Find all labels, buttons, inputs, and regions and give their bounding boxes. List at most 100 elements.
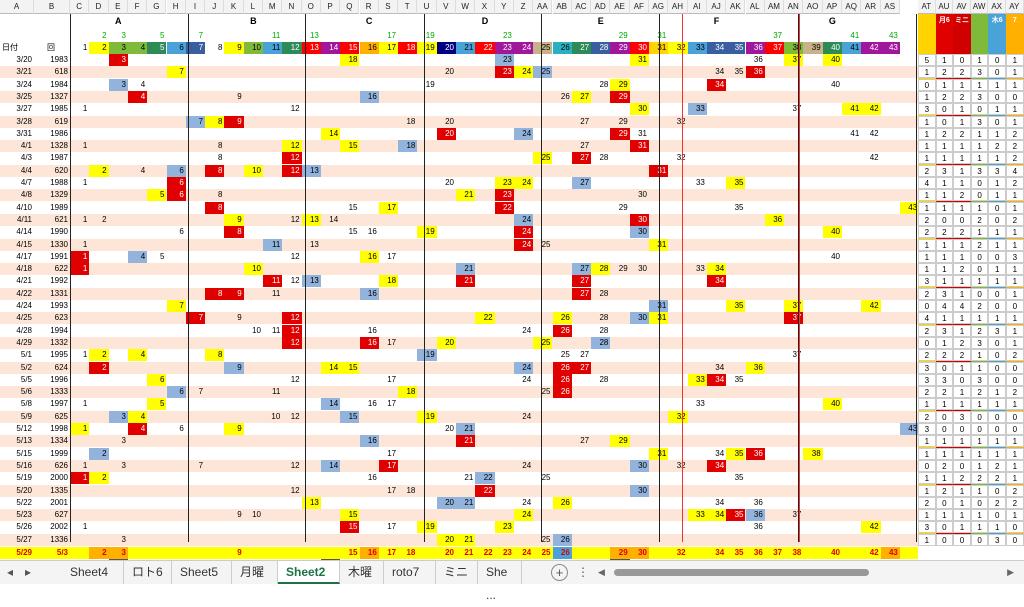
- column-header[interactable]: AT: [918, 0, 936, 14]
- number-cell[interactable]: 1: [82, 350, 88, 360]
- summary-value-cell[interactable]: 1: [988, 398, 1006, 411]
- number-cell[interactable]: 12: [290, 276, 300, 286]
- number-cell[interactable]: 1: [82, 522, 88, 532]
- summary-value-cell[interactable]: 1: [988, 386, 1006, 399]
- summary-value-cell[interactable]: 1: [1006, 447, 1024, 460]
- current-draw-number[interactable]: 23: [502, 548, 512, 557]
- date-cell[interactable]: 5/8: [20, 399, 32, 409]
- date-cell[interactable]: 4/4: [20, 165, 32, 175]
- number-cell[interactable]: 32: [668, 460, 687, 472]
- highlighted-number-cell[interactable]: 16: [359, 336, 379, 349]
- summary-value-cell[interactable]: 1: [1006, 336, 1024, 349]
- summary-value-cell[interactable]: 2: [953, 90, 971, 103]
- summary-value-cell[interactable]: 2: [918, 496, 936, 509]
- current-draw-number[interactable]: 25: [541, 548, 551, 557]
- header-number-cell[interactable]: 1: [70, 42, 90, 54]
- highlighted-number-cell[interactable]: 9: [224, 423, 244, 435]
- scroll-right-icon[interactable]: ▶: [1007, 567, 1014, 577]
- highlighted-number-cell[interactable]: 9: [224, 213, 244, 226]
- date-cell[interactable]: 3/21: [16, 67, 32, 77]
- highlighted-number-cell[interactable]: 26: [552, 533, 572, 546]
- column-header[interactable]: X: [475, 0, 495, 14]
- summary-value-cell[interactable]: 1: [918, 533, 936, 546]
- column-header[interactable]: AM: [764, 0, 785, 14]
- number-cell[interactable]: 1: [82, 178, 88, 187]
- number-cell[interactable]: 20: [445, 67, 454, 77]
- number-cell[interactable]: 25: [541, 473, 551, 483]
- date-cell[interactable]: 5/23: [16, 510, 32, 520]
- summary-value-cell[interactable]: 1: [970, 398, 989, 411]
- summary-value-cell[interactable]: 1: [918, 127, 936, 140]
- summary-value-cell[interactable]: 0: [988, 349, 1006, 362]
- current-draw-number[interactable]: 40: [831, 548, 840, 557]
- highlighted-number-cell[interactable]: 42: [861, 103, 881, 116]
- summary-value-cell[interactable]: 0: [918, 336, 936, 349]
- highlighted-number-cell[interactable]: 18: [378, 275, 399, 288]
- number-cell[interactable]: 37: [792, 104, 802, 114]
- summary-value-cell[interactable]: 2: [918, 226, 936, 239]
- summary-value-cell[interactable]: 2: [935, 90, 954, 103]
- date-cell[interactable]: 5/15: [16, 448, 32, 458]
- draw-number-cell[interactable]: 2000: [50, 473, 68, 483]
- current-draw-number[interactable]: 30: [629, 547, 649, 559]
- number-cell[interactable]: 24: [522, 374, 532, 384]
- column-header[interactable]: N: [282, 0, 302, 14]
- draw-number-cell[interactable]: 1999: [50, 448, 68, 458]
- highlighted-number-cell[interactable]: 43: [899, 423, 920, 435]
- summary-value-cell[interactable]: 2: [970, 472, 989, 485]
- highlighted-number-cell[interactable]: 31: [649, 447, 669, 460]
- number-cell[interactable]: 36: [753, 55, 763, 64]
- draw-number-cell[interactable]: 620: [54, 165, 68, 175]
- summary-value-cell[interactable]: 1: [988, 127, 1006, 140]
- tab-scroll-left-button[interactable]: ◂: [6, 565, 14, 579]
- summary-value-cell[interactable]: 1: [970, 484, 989, 497]
- draw-number-cell[interactable]: 618: [54, 67, 68, 77]
- summary-value-cell[interactable]: 0: [988, 300, 1006, 312]
- more-icon[interactable]: ⋮: [577, 565, 589, 579]
- highlighted-number-cell[interactable]: 21: [456, 496, 476, 509]
- draw-number-cell[interactable]: 1996: [50, 374, 68, 384]
- highlighted-number-cell[interactable]: 13: [301, 164, 321, 177]
- draw-number-cell[interactable]: 1998: [50, 424, 68, 433]
- summary-value-cell[interactable]: 1: [953, 164, 971, 177]
- scrollbar-thumb[interactable]: [614, 569, 869, 576]
- number-cell[interactable]: 15: [348, 202, 358, 212]
- summary-value-cell[interactable]: 2: [953, 226, 971, 239]
- draw-number-cell[interactable]: 1995: [50, 350, 68, 360]
- number-cell[interactable]: 28: [599, 325, 609, 335]
- summary-value-cell[interactable]: 1: [1006, 226, 1024, 239]
- column-header[interactable]: W: [456, 0, 476, 14]
- summary-value-cell[interactable]: 0: [988, 509, 1006, 522]
- highlighted-number-cell[interactable]: 34: [706, 275, 727, 288]
- number-cell[interactable]: 8: [217, 190, 223, 200]
- summary-value-cell[interactable]: 2: [953, 189, 971, 202]
- column-header[interactable]: T: [398, 0, 418, 14]
- highlighted-number-cell[interactable]: 28: [591, 336, 611, 349]
- summary-value-cell[interactable]: 1: [953, 509, 971, 522]
- column-header[interactable]: D: [89, 0, 109, 14]
- draw-number-cell[interactable]: 1991: [50, 251, 68, 261]
- header-number-cell[interactable]: 27: [571, 42, 592, 54]
- summary-value-cell[interactable]: 2: [935, 386, 954, 399]
- highlighted-number-cell[interactable]: 14: [320, 127, 341, 140]
- highlighted-number-cell[interactable]: 20: [436, 336, 456, 349]
- highlighted-number-cell[interactable]: 22: [494, 201, 514, 214]
- summary-value-cell[interactable]: 1: [918, 484, 936, 497]
- column-header[interactable]: AL: [745, 0, 765, 14]
- header-number-cell[interactable]: 17: [378, 42, 399, 54]
- highlighted-number-cell[interactable]: 34: [706, 263, 727, 276]
- date-cell[interactable]: 4/29: [16, 337, 32, 347]
- summary-value-cell[interactable]: 0: [935, 423, 954, 435]
- sheet-tab[interactable]: 木曜: [340, 561, 384, 584]
- column-header[interactable]: AB: [552, 0, 572, 14]
- highlighted-number-cell[interactable]: 21: [456, 189, 476, 202]
- highlighted-number-cell[interactable]: 31: [629, 140, 649, 153]
- date-cell[interactable]: 3/20: [16, 55, 32, 64]
- summary-value-cell[interactable]: 3: [918, 361, 936, 374]
- header-number-cell[interactable]: 4: [127, 42, 148, 54]
- summary-value-cell[interactable]: 1: [988, 103, 1006, 116]
- summary-value-cell[interactable]: 1: [1006, 398, 1024, 411]
- number-cell[interactable]: 10: [252, 325, 261, 335]
- summary-value-cell[interactable]: 0: [935, 213, 954, 226]
- summary-value-cell[interactable]: 1: [918, 201, 936, 214]
